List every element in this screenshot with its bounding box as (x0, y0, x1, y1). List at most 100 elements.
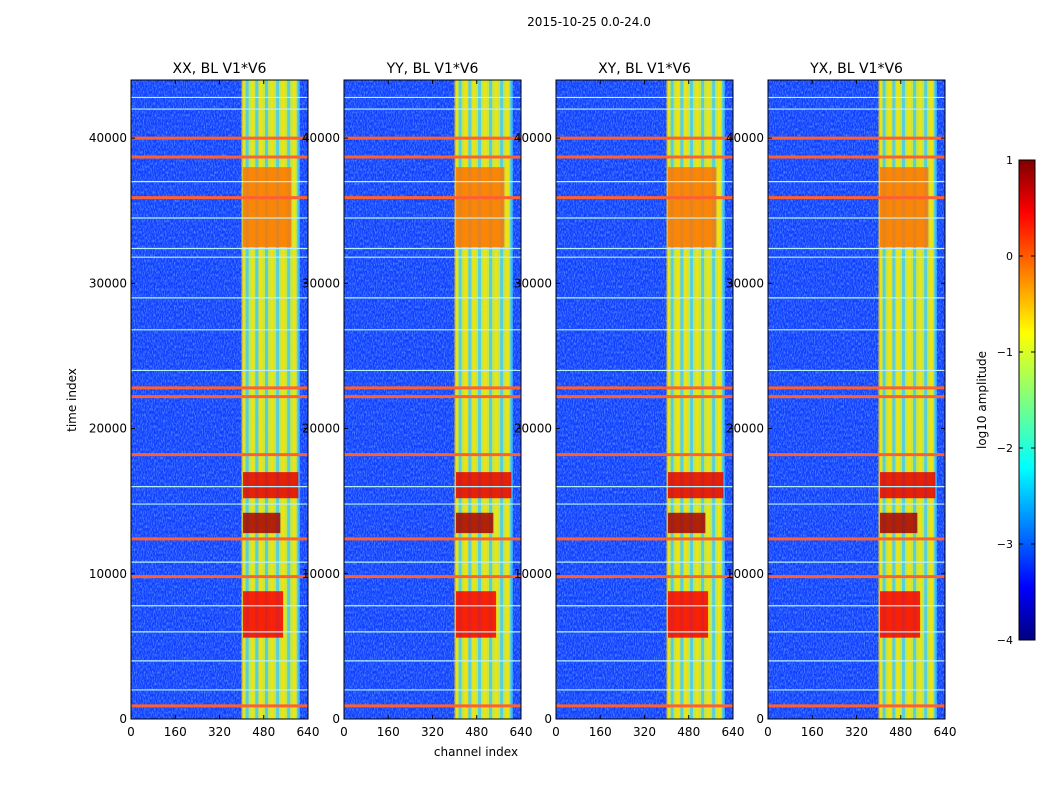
band-column (255, 80, 259, 719)
colorbar-tick-label: −3 (997, 538, 1013, 551)
y-tick-label: 10000 (302, 567, 340, 581)
band-column (509, 80, 513, 719)
y-tick-label: 20000 (726, 422, 764, 436)
hot-spot (243, 512, 281, 534)
x-tick-label: 0 (764, 725, 772, 739)
x-tick-label: 480 (889, 725, 912, 739)
colorbar-tick-label: 1 (1006, 154, 1013, 167)
band-column (929, 80, 933, 719)
x-tick-label: 0 (552, 725, 560, 739)
y-tick-label: 40000 (302, 131, 340, 145)
colorbar-tick-label: −2 (997, 442, 1013, 455)
y-tick-label: 20000 (302, 422, 340, 436)
band-column (287, 80, 291, 719)
x-tick-label: 640 (297, 725, 320, 739)
y-tick-label: 10000 (89, 567, 127, 581)
hot-spot (243, 167, 292, 248)
hot-spot (668, 167, 717, 248)
colorbar-tick-label: 0 (1006, 250, 1013, 263)
hot-spot (880, 512, 918, 534)
panel-title: YX, BL V1*V6 (809, 61, 903, 77)
y-tick-label: 20000 (514, 422, 552, 436)
band-column (458, 80, 462, 719)
band-column (666, 80, 670, 719)
band-column (882, 80, 886, 719)
band-column (701, 80, 705, 719)
x-tick-label: 160 (377, 725, 400, 739)
band-column (505, 80, 509, 719)
y-tick-label: 30000 (726, 276, 764, 290)
x-tick-label: 640 (510, 725, 533, 739)
x-tick-label: 320 (421, 725, 444, 739)
band-column (670, 80, 674, 719)
band-column (494, 80, 498, 719)
y-tick-label: 40000 (89, 131, 127, 145)
band-column (695, 80, 699, 719)
colorbar-label: log10 amplitude (975, 351, 989, 449)
band-column (241, 80, 245, 719)
band-column (265, 80, 269, 719)
panel-3: YX, BL V1*V6 0 160 320 480 640 0 10000 20000 3000… (726, 61, 957, 739)
y-tick-label: 0 (544, 712, 552, 726)
band-column (918, 80, 922, 719)
y-tick-label: 40000 (726, 131, 764, 145)
x-tick-label: 160 (589, 725, 612, 739)
band-column (902, 80, 906, 719)
band-column (680, 80, 684, 719)
band-column (454, 80, 458, 719)
x-tick-label: 480 (465, 725, 488, 739)
x-tick-label: 480 (677, 725, 700, 739)
figure-suptitle: 2015-10-25 0.0-24.0 (527, 15, 651, 29)
colorbar: 1 0 −1 −2 −3 −4 log10 amplitude (975, 154, 1036, 647)
band-column (468, 80, 472, 719)
colorbar-tick-label: −4 (997, 634, 1013, 647)
band-column (281, 80, 285, 719)
y-axis-label: time index (65, 368, 79, 432)
y-tick-label: 30000 (514, 276, 552, 290)
colorbar-tick-label: −1 (997, 346, 1013, 359)
band-column (706, 80, 710, 719)
y-tick-label: 10000 (726, 567, 764, 581)
band-column (924, 80, 928, 719)
band-column (472, 80, 476, 719)
hot-spot (668, 472, 724, 499)
band-column (712, 80, 716, 719)
hot-spot (668, 512, 706, 534)
hot-spot (456, 512, 494, 534)
band-column (721, 80, 725, 719)
band-column (259, 80, 263, 719)
hot-spot (243, 591, 284, 638)
band-column (276, 80, 280, 719)
panel-0: XX, BL V1*V6 0 160 320 480 640 0 10000 20000 3000… (89, 61, 320, 739)
x-tick-label: 320 (208, 725, 231, 739)
panel-title: YY, BL V1*V6 (386, 61, 479, 77)
band-column (296, 80, 300, 719)
band-column (478, 80, 482, 719)
y-tick-label: 20000 (89, 422, 127, 436)
band-column (690, 80, 694, 719)
band-column (245, 80, 249, 719)
colorbar-gradient (1018, 159, 1036, 641)
x-tick-label: 320 (633, 725, 656, 739)
band-column (933, 80, 937, 719)
band-column (489, 80, 493, 719)
panel-title: XX, BL V1*V6 (173, 61, 267, 77)
band-column (907, 80, 911, 719)
band-column (464, 80, 468, 719)
hot-spot (456, 472, 512, 499)
hot-spot (456, 591, 497, 638)
hot-spot (456, 167, 505, 248)
panel-1: YY, BL V1*V6 0 160 320 480 640 0 10000 20000 3000… (302, 61, 533, 739)
y-tick-label: 30000 (89, 276, 127, 290)
x-tick-label: 0 (127, 725, 135, 739)
band-column (878, 80, 882, 719)
y-tick-label: 30000 (302, 276, 340, 290)
band-column (500, 80, 504, 719)
y-tick-label: 40000 (514, 131, 552, 145)
band-column (888, 80, 892, 719)
x-tick-label: 640 (722, 725, 745, 739)
panel-2: XY, BL V1*V6 0 160 320 480 640 0 10000 20000 3000… (514, 61, 745, 739)
band-column (251, 80, 255, 719)
x-tick-label: 480 (252, 725, 275, 739)
